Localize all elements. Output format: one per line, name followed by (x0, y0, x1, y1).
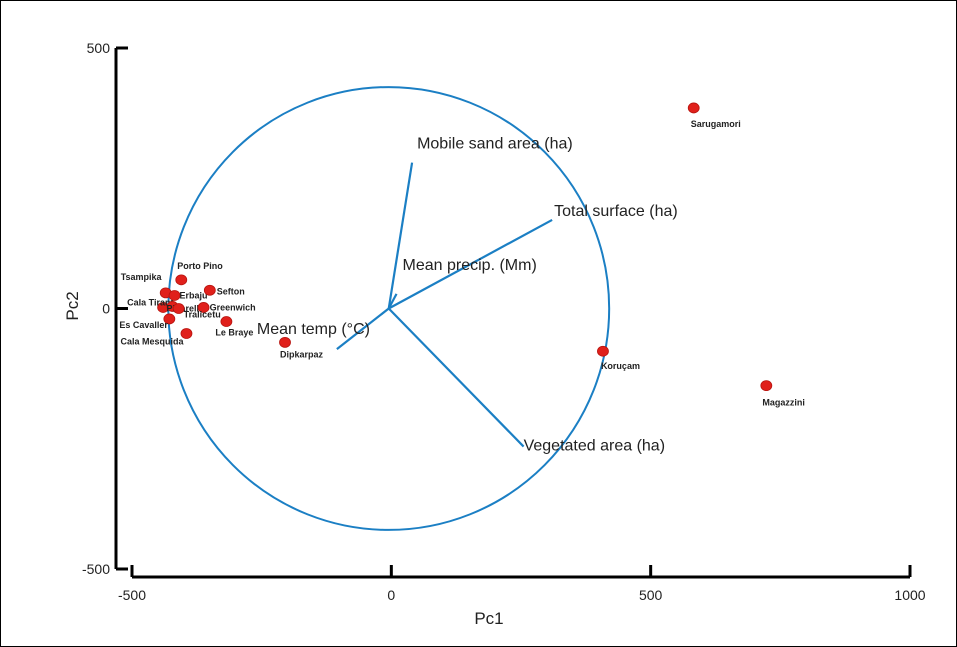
x-tick-label: -500 (118, 587, 146, 603)
vector-label: Mean precip. (Mm) (403, 257, 537, 274)
y-tick-label: 0 (102, 301, 110, 317)
point-label: Cala Tirant (127, 297, 173, 307)
data-point (197, 302, 210, 313)
vector-label: Mean temp (°C) (257, 321, 370, 338)
point-label: Sefton (217, 286, 245, 296)
vector-line (387, 293, 398, 310)
data-point (760, 380, 773, 392)
point-label: Koruçam (601, 361, 640, 371)
data-point (172, 303, 185, 314)
vector-label: Total surface (ha) (554, 203, 678, 220)
point-label: Magazzini (762, 398, 805, 408)
data-point (168, 290, 181, 301)
data-point (180, 328, 193, 339)
data-point (163, 313, 176, 325)
point-label: Sarugamori (691, 119, 741, 129)
vector-line (387, 307, 525, 448)
x-axis-title: Pc1 (474, 609, 503, 628)
vector-label: Vegetated area (ha) (524, 438, 665, 455)
point-label: Pinarello (166, 303, 205, 313)
x-tick-label: 500 (639, 587, 663, 603)
vector-label: Mobile sand area (ha) (417, 136, 573, 153)
vector-line (387, 162, 414, 309)
vector-line (336, 307, 390, 351)
point-label: Erbaju (180, 290, 208, 300)
vector-layer: Mobile sand area (ha) Total surface (ha) M… (257, 136, 678, 455)
x-tick-label: 1000 (894, 587, 925, 603)
data-point (597, 345, 609, 357)
data-point (279, 336, 291, 348)
data-point (203, 284, 216, 296)
y-axis-title: Pc2 (63, 291, 82, 320)
point-label: Tralicetu (184, 310, 221, 320)
point-label: Tsampika (121, 272, 163, 282)
point-label: Dipkarpaz (280, 349, 324, 359)
point-label: Greenwich (210, 302, 256, 312)
point-label: Le Braye (215, 328, 253, 338)
data-point (220, 316, 233, 327)
x-tick-label: 0 (387, 587, 395, 603)
point-label: Porto Pino (177, 261, 223, 271)
y-tick-label: -500 (82, 561, 110, 577)
y-tick-label: 500 (87, 40, 111, 56)
vector-line (388, 218, 553, 310)
point-label: Cala Mesquida (120, 337, 184, 347)
axes: 500 0 -500 -500 0 500 1000 (82, 40, 926, 603)
data-point (175, 274, 188, 286)
point-layer: Tsampika Porto Pino Cala Tirant Erbaju Sefto… (119, 102, 805, 408)
point-label: Es Cavaller (119, 320, 168, 330)
data-point (687, 102, 700, 114)
